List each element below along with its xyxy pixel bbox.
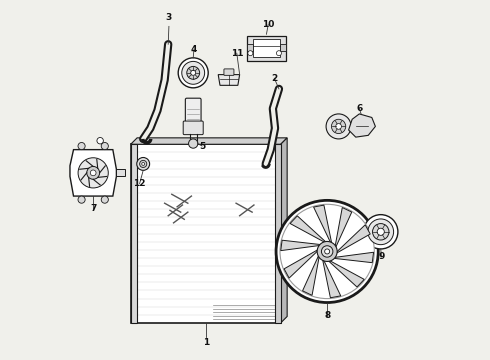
Circle shape xyxy=(97,138,103,144)
Polygon shape xyxy=(70,150,117,196)
Polygon shape xyxy=(284,250,317,278)
FancyBboxPatch shape xyxy=(247,44,253,51)
Text: 8: 8 xyxy=(324,311,330,320)
Circle shape xyxy=(326,114,351,139)
Text: 7: 7 xyxy=(90,204,97,213)
Circle shape xyxy=(182,62,205,84)
FancyBboxPatch shape xyxy=(185,98,201,124)
Text: 5: 5 xyxy=(199,141,205,150)
Circle shape xyxy=(87,166,99,179)
FancyBboxPatch shape xyxy=(280,44,286,51)
Circle shape xyxy=(276,201,378,302)
Circle shape xyxy=(78,158,108,188)
Circle shape xyxy=(372,224,389,240)
Circle shape xyxy=(191,70,196,75)
Circle shape xyxy=(178,58,208,88)
Circle shape xyxy=(336,123,342,129)
Circle shape xyxy=(248,51,253,56)
FancyBboxPatch shape xyxy=(117,168,125,176)
Text: 9: 9 xyxy=(378,252,385,261)
FancyBboxPatch shape xyxy=(253,39,280,57)
Circle shape xyxy=(276,51,281,56)
Text: 12: 12 xyxy=(133,179,146,188)
Polygon shape xyxy=(281,240,320,251)
Text: 2: 2 xyxy=(271,74,277,83)
Circle shape xyxy=(325,249,330,254)
FancyBboxPatch shape xyxy=(224,69,234,75)
Circle shape xyxy=(140,160,147,167)
Circle shape xyxy=(187,66,199,79)
Circle shape xyxy=(364,215,398,249)
Circle shape xyxy=(78,143,85,150)
Polygon shape xyxy=(334,252,373,263)
Text: 6: 6 xyxy=(356,104,363,113)
Text: 10: 10 xyxy=(262,20,274,29)
Bar xyxy=(275,144,281,323)
Circle shape xyxy=(331,119,346,134)
Circle shape xyxy=(368,219,393,245)
Circle shape xyxy=(101,143,108,150)
Polygon shape xyxy=(302,256,319,295)
Circle shape xyxy=(317,242,337,261)
Polygon shape xyxy=(335,207,352,247)
Polygon shape xyxy=(281,138,287,323)
Polygon shape xyxy=(323,260,341,298)
Circle shape xyxy=(321,246,333,257)
Polygon shape xyxy=(337,225,370,253)
Polygon shape xyxy=(348,114,375,137)
Circle shape xyxy=(189,139,198,148)
Polygon shape xyxy=(218,75,240,85)
Text: 1: 1 xyxy=(202,338,209,347)
Circle shape xyxy=(137,157,149,170)
Text: 4: 4 xyxy=(191,45,197,54)
Bar xyxy=(131,144,281,323)
Polygon shape xyxy=(290,216,325,242)
Text: 3: 3 xyxy=(166,13,172,22)
Circle shape xyxy=(90,170,96,176)
Polygon shape xyxy=(131,138,287,144)
Circle shape xyxy=(78,196,85,203)
Circle shape xyxy=(142,162,145,165)
FancyBboxPatch shape xyxy=(183,121,203,135)
Polygon shape xyxy=(329,261,364,287)
Circle shape xyxy=(101,196,108,203)
FancyBboxPatch shape xyxy=(247,36,286,62)
Circle shape xyxy=(377,228,384,235)
Bar xyxy=(131,144,137,323)
Polygon shape xyxy=(314,205,332,242)
Circle shape xyxy=(280,204,374,298)
Text: 11: 11 xyxy=(230,49,243,58)
